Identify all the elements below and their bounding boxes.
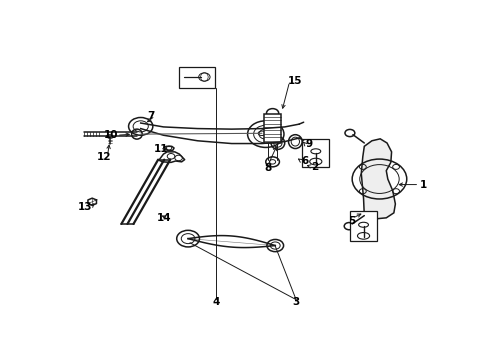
Text: 11: 11 xyxy=(154,144,168,154)
Text: 15: 15 xyxy=(287,76,302,86)
Text: 8: 8 xyxy=(264,163,271,174)
Text: 5: 5 xyxy=(348,216,355,226)
Bar xyxy=(349,211,376,242)
Text: 6: 6 xyxy=(301,156,308,166)
Polygon shape xyxy=(361,139,395,219)
Text: 7: 7 xyxy=(147,111,155,121)
Text: 13: 13 xyxy=(77,202,92,212)
Text: 3: 3 xyxy=(292,297,299,307)
Text: 10: 10 xyxy=(103,130,118,140)
Bar xyxy=(178,67,214,87)
Text: 2: 2 xyxy=(311,162,318,172)
Text: 12: 12 xyxy=(96,152,111,162)
Bar xyxy=(264,114,280,143)
Text: 9: 9 xyxy=(305,139,312,149)
Text: 4: 4 xyxy=(212,297,219,307)
Bar xyxy=(302,139,329,167)
Text: 14: 14 xyxy=(157,213,171,224)
Text: 1: 1 xyxy=(419,180,426,190)
